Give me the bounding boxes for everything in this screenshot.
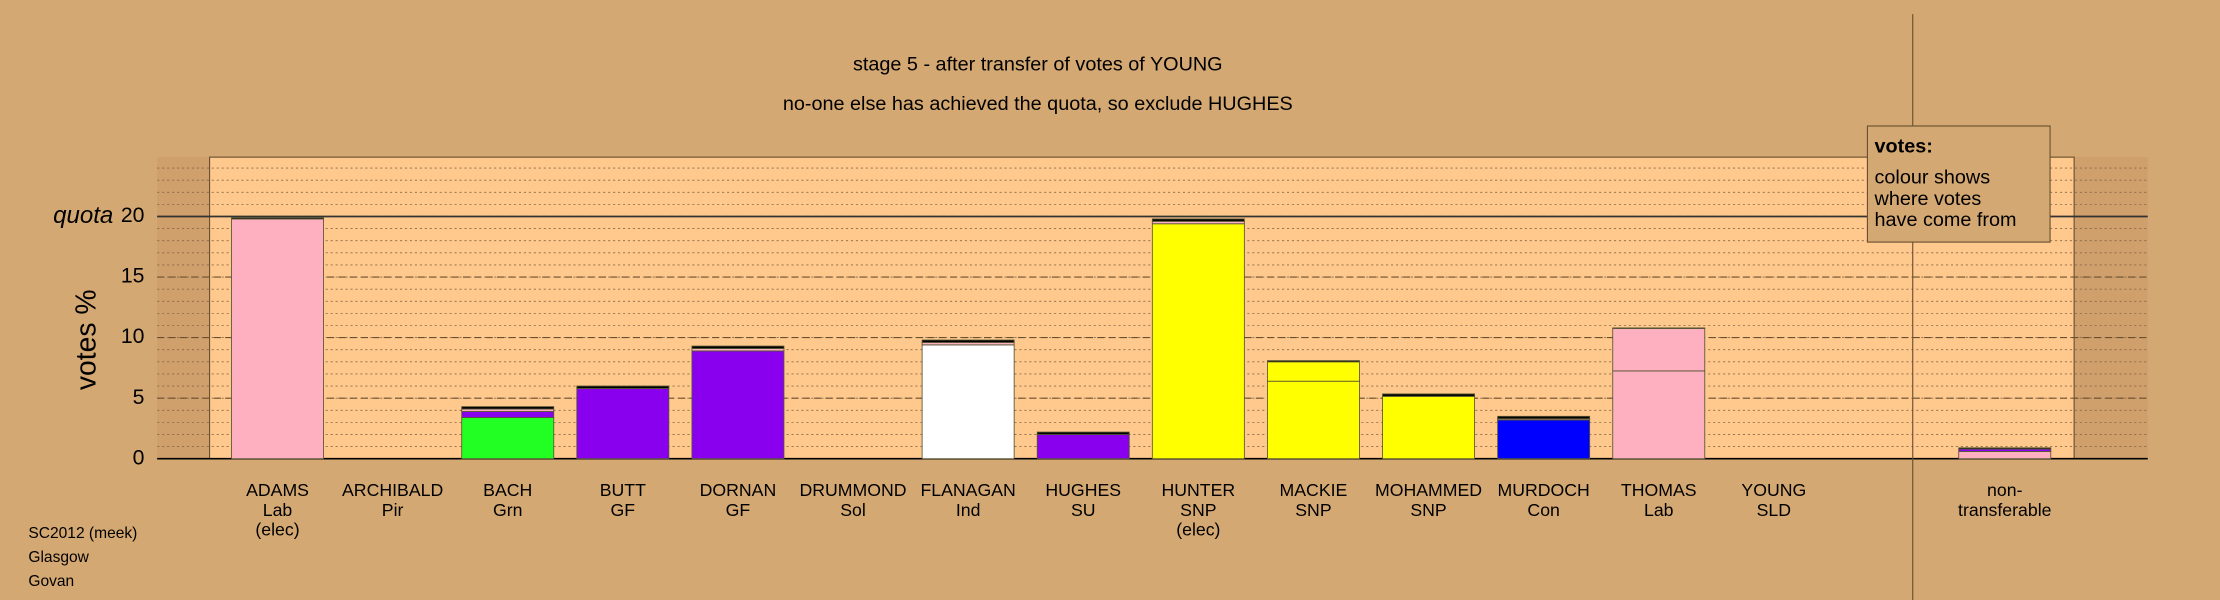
bar-segment bbox=[921, 339, 1015, 343]
bar-segment bbox=[1267, 380, 1360, 460]
bar-segment bbox=[1612, 370, 1706, 460]
x-tick-label: YOUNG bbox=[1741, 480, 1806, 500]
x-tick-label: SNP bbox=[1180, 500, 1216, 520]
bar-segment bbox=[921, 344, 1015, 460]
bar-segment bbox=[1497, 419, 1591, 460]
x-tick-label: SLD bbox=[1757, 500, 1791, 520]
x-tick-label: DORNAN bbox=[700, 480, 777, 500]
footer-text: Glasgow bbox=[28, 549, 89, 566]
footer-text: Govan bbox=[28, 573, 74, 590]
x-tick-label: MURDOCH bbox=[1497, 480, 1589, 500]
x-tick-label: non- bbox=[1987, 480, 2023, 500]
bar-segment bbox=[1151, 218, 1245, 222]
bar-segment bbox=[1612, 328, 1706, 372]
bar-segment bbox=[1497, 415, 1591, 420]
bar-segment bbox=[1267, 361, 1360, 382]
chart-subtitle: no-one else has achieved the quota, so e… bbox=[783, 93, 1293, 115]
bar-segment bbox=[461, 411, 555, 418]
x-tick-label: Pir bbox=[382, 500, 404, 520]
bar-segment bbox=[461, 417, 555, 460]
bar-segment bbox=[1036, 434, 1130, 460]
bar-segment bbox=[1958, 451, 2052, 460]
x-tick-label: SNP bbox=[1410, 500, 1446, 520]
bar-segment bbox=[691, 350, 785, 460]
x-tick-label: MACKIE bbox=[1280, 480, 1348, 500]
y-tick-label: 0 bbox=[133, 446, 145, 469]
x-tick-label: Lab bbox=[263, 500, 293, 520]
bar-segment bbox=[1151, 223, 1245, 460]
x-tick-label: Grn bbox=[493, 500, 523, 520]
bar-segment bbox=[691, 345, 785, 349]
x-tick-label: (elec) bbox=[1176, 520, 1220, 540]
legend-text: have come from bbox=[1875, 209, 2017, 231]
x-tick-label: GF bbox=[726, 500, 751, 520]
bar-segment bbox=[1267, 360, 1360, 363]
x-tick-label: ADAMS bbox=[246, 480, 309, 500]
bar-segment bbox=[231, 218, 324, 460]
bar-segment bbox=[1958, 447, 2052, 450]
x-tick-label: Sol bbox=[840, 500, 866, 520]
x-tick-label: MOHAMMED bbox=[1375, 480, 1482, 500]
legend-title: votes: bbox=[1875, 135, 1933, 157]
grid bbox=[157, 167, 2148, 460]
bar-segment bbox=[231, 217, 324, 220]
x-tick-label: SNP bbox=[1295, 500, 1331, 520]
x-tick-label: HUNTER bbox=[1161, 480, 1235, 500]
legend-text: where votes bbox=[1874, 188, 1982, 210]
x-tick-label: Lab bbox=[1644, 500, 1674, 520]
x-tick-label: FLANAGAN bbox=[920, 480, 1015, 500]
bar-segment bbox=[576, 388, 670, 460]
x-tick-label: HUGHES bbox=[1045, 480, 1121, 500]
x-tick-label: transferable bbox=[1958, 500, 2052, 520]
y-tick-label: 5 bbox=[133, 386, 145, 409]
y-tick-label: 15 bbox=[121, 265, 145, 288]
bars bbox=[231, 217, 2052, 460]
x-tick-label: BUTT bbox=[600, 480, 646, 500]
x-tick-label: BACH bbox=[483, 480, 532, 500]
bar-segment bbox=[1382, 393, 1475, 397]
legend-box bbox=[1866, 125, 2051, 243]
x-tick-label: Con bbox=[1527, 500, 1559, 520]
x-tick-label: GF bbox=[611, 500, 636, 520]
x-tick-label: Ind bbox=[956, 500, 981, 520]
bar-segment bbox=[461, 406, 555, 410]
legend: votes: colour shows where votes have com… bbox=[1866, 125, 2051, 243]
bar-segment bbox=[1612, 327, 1706, 329]
bar-segment bbox=[576, 385, 670, 389]
quota-label: quota bbox=[53, 202, 113, 229]
y-axis-label: votes % bbox=[69, 289, 101, 390]
x-tick-label: DRUMMOND bbox=[799, 480, 906, 500]
x-tick-label: THOMAS bbox=[1621, 480, 1697, 500]
bar-segment bbox=[1382, 395, 1475, 460]
x-tick-label: ARCHIBALD bbox=[342, 480, 443, 500]
y-tick-label: 10 bbox=[121, 325, 145, 348]
chart-title: stage 5 - after transfer of votes of YOU… bbox=[853, 53, 1223, 75]
x-tick-label: (elec) bbox=[255, 520, 299, 540]
bar-segment bbox=[1036, 431, 1130, 435]
y-tick-label: 20 bbox=[121, 204, 145, 227]
x-tick-label: SU bbox=[1071, 500, 1096, 520]
legend-text: colour shows bbox=[1875, 167, 1991, 189]
footer-text: SC2012 (meek) bbox=[28, 525, 137, 542]
